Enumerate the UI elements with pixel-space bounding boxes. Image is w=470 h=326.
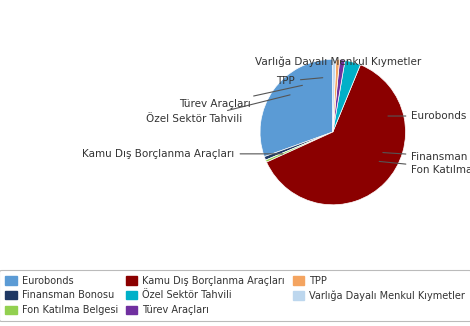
Text: Eurobonds: Eurobonds [388,111,467,121]
Text: Varlığa Dayalı Menkul Kıymetler: Varlığa Dayalı Menkul Kıymetler [256,57,422,74]
Text: Finansman Bonosu: Finansman Bonosu [383,153,470,162]
Text: TPP: TPP [276,76,323,86]
Text: Kamu Dış Borçlanma Araçları: Kamu Dış Borçlanma Araçları [82,149,283,159]
Wedge shape [333,59,336,132]
Text: Özel Sektör Tahvili: Özel Sektör Tahvili [146,95,290,124]
Wedge shape [260,59,333,157]
Wedge shape [264,132,333,160]
Text: Türev Araçları: Türev Araçları [180,85,302,110]
Wedge shape [333,59,340,132]
Legend: Eurobonds, Finansman Bonosu, Fon Katılma Belgesi, Kamu Dış Borçlanma Araçları, Ö: Eurobonds, Finansman Bonosu, Fon Katılma… [0,270,470,321]
Wedge shape [333,60,345,132]
Text: Fon Katılma Belgesi: Fon Katılma Belgesi [379,161,470,175]
Wedge shape [266,65,406,205]
Wedge shape [333,60,360,132]
Wedge shape [266,132,333,162]
